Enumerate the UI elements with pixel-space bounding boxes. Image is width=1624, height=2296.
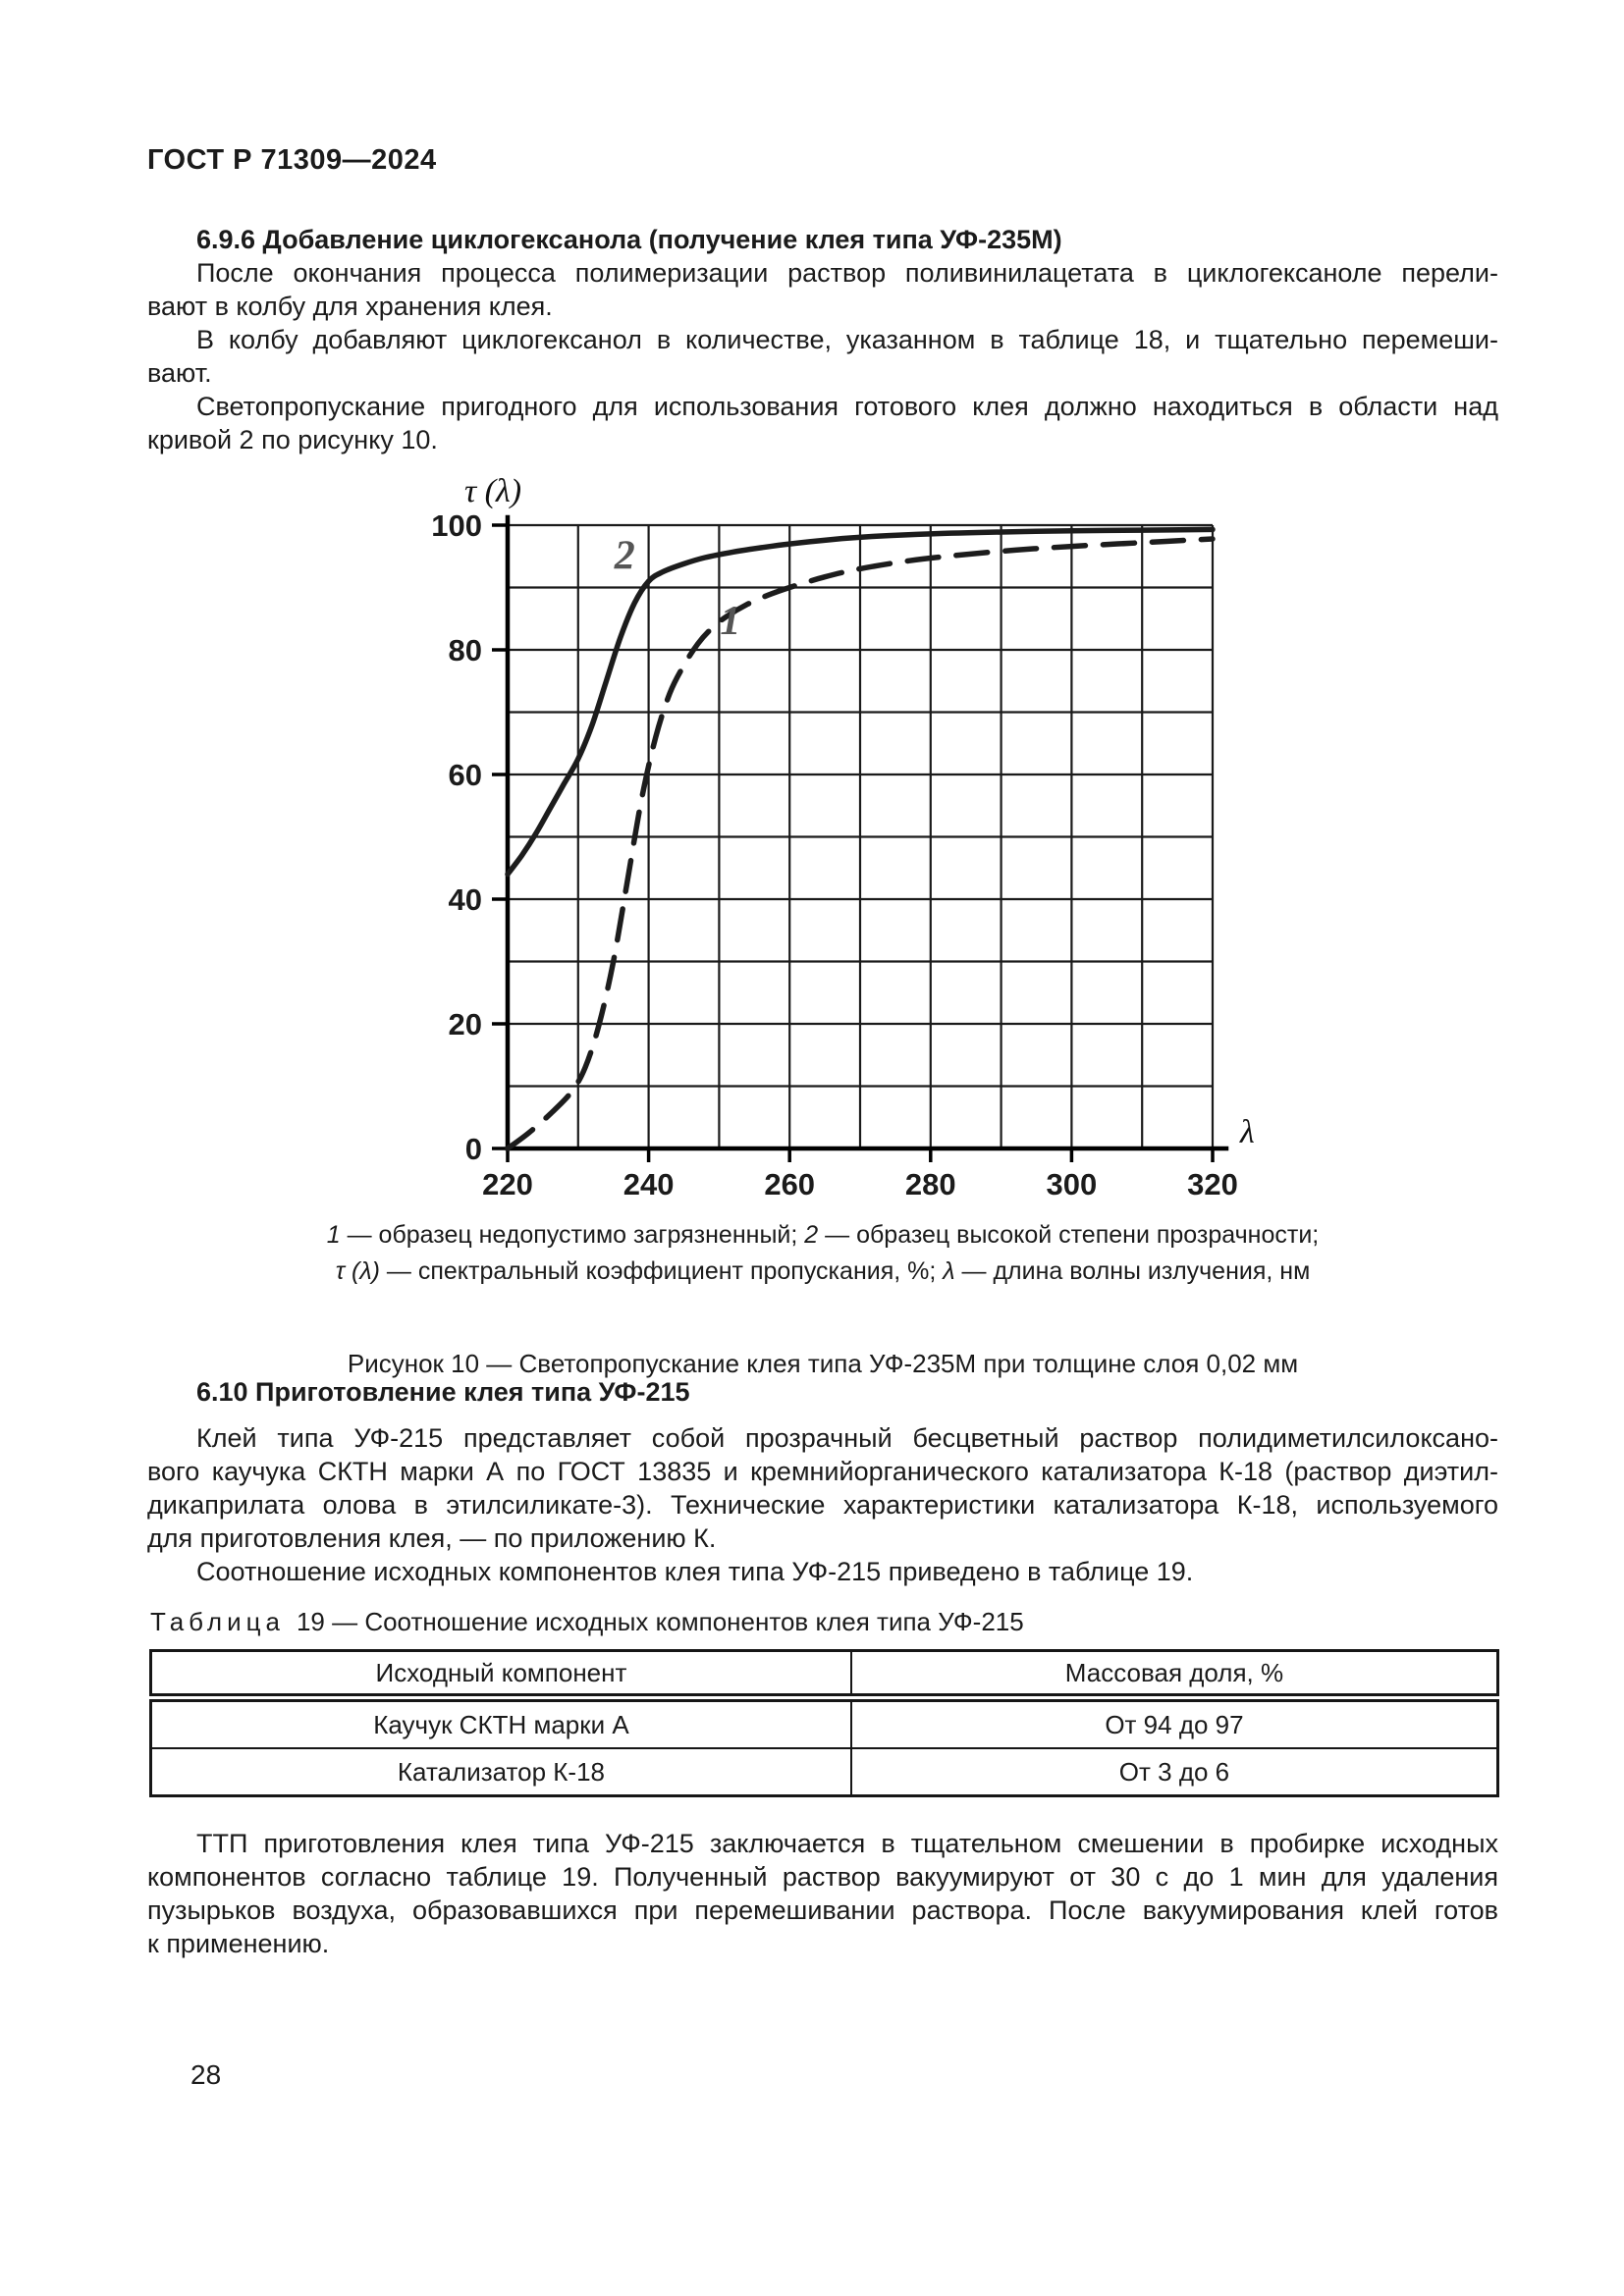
table-header-row: Исходный компонент Массовая доля, % xyxy=(150,1650,1498,1702)
table-row: Катализатор К-18 От 3 до 6 xyxy=(150,1747,1498,1796)
section-6-9-6: 6.9.6 Добавление циклогексанола (получен… xyxy=(147,223,1498,456)
paragraph: Клей типа УФ-215 представляет собой проз… xyxy=(147,1421,1498,1555)
text-line: к применению. xyxy=(147,1929,330,1958)
text-line: вают в колбу для хранения клея. xyxy=(147,292,553,321)
table-cell: Катализатор К-18 xyxy=(150,1747,851,1796)
x-tick-label: 280 xyxy=(905,1167,956,1201)
curve-label-2: 2 xyxy=(614,533,635,578)
paragraph: В колбу добавляют циклогексанол в количе… xyxy=(147,323,1498,390)
figure-legend: 1 — образец недопустимо загрязненный; 2 … xyxy=(147,1217,1498,1290)
text-line: для приготовления клея, — по приложению … xyxy=(147,1523,717,1553)
table-cell: От 3 до 6 xyxy=(849,1747,1498,1796)
text-line: ТТП приготовления клея типа УФ-215 заклю… xyxy=(196,1829,1498,1858)
curve-2 xyxy=(505,526,1216,878)
table-label-word: Таблица xyxy=(150,1607,285,1636)
page-number: 28 xyxy=(190,2059,222,2090)
x-tick-label: 260 xyxy=(764,1167,815,1201)
y-tick-label: 60 xyxy=(449,758,482,792)
table-cell: Каучук СКТН марки А xyxy=(373,1709,629,1739)
table-19: Исходный компонент Массовая доля, % Кауч… xyxy=(149,1649,1499,1797)
paragraph: Светопропускание пригодного для использо… xyxy=(147,390,1498,456)
curve-label-1: 1 xyxy=(720,599,740,644)
paragraph: Соотношение исходных компонентов клея ти… xyxy=(147,1555,1498,1588)
y-tick-label: 20 xyxy=(449,1007,482,1041)
text-line: вают. xyxy=(147,358,212,388)
legend-segment: — образец недопустимо загрязненный; xyxy=(340,1221,805,1249)
section-6-9-6-heading: 6.9.6 Добавление циклогексанола (получен… xyxy=(196,225,1062,254)
x-tick-label: 220 xyxy=(482,1167,533,1201)
y-tick-label: 80 xyxy=(449,633,482,667)
text-line: дикаприлата олова в этилсиликате-3). Тех… xyxy=(147,1490,1498,1520)
x-tick-label: 300 xyxy=(1047,1167,1098,1201)
text-line: пузырьков воздуха, образовавшихся при пе… xyxy=(147,1896,1498,1925)
y-axis-title: τ (λ) xyxy=(464,473,521,509)
legend-segment: — длина волны излучения, нм xyxy=(954,1257,1311,1285)
legend-segment: — спектральный коэффициент пропускания, … xyxy=(379,1257,944,1285)
table-19-label: Таблица 19 — Соотношение исходных компоне… xyxy=(150,1607,1501,1637)
text-line: вого каучука СКТН марки А по ГОСТ 13835 … xyxy=(147,1457,1498,1486)
table-row: Каучук СКТН марки А От 94 до 97 xyxy=(151,1697,1498,1748)
text-line: Соотношение исходных компонентов клея ти… xyxy=(196,1557,1194,1586)
closing-paragraph: ТТП приготовления клея типа УФ-215 заклю… xyxy=(147,1827,1498,1960)
y-tick-label: 40 xyxy=(449,882,482,917)
text-line: компонентов согласно таблице 19. Получен… xyxy=(147,1862,1498,1892)
table-label-text: 19 — Соотношение исходных компонентов кл… xyxy=(296,1607,1024,1636)
legend-segment: 2 xyxy=(804,1221,819,1249)
x-tick-label: 240 xyxy=(623,1167,675,1201)
x-tick-label: 320 xyxy=(1187,1167,1238,1201)
text-line: Светопропускание пригодного для использо… xyxy=(196,392,1498,421)
document-number: ГОСТ Р 71309—2024 xyxy=(147,144,437,176)
table-header-mass-fraction: Массовая доля, % xyxy=(849,1650,1498,1702)
table-header-component: Исходный компонент xyxy=(150,1650,851,1702)
table-cell: От 94 до 97 xyxy=(849,1697,1498,1748)
section-6-10-heading: 6.10 Приготовление клея типа УФ-215 xyxy=(196,1377,690,1407)
text-line: Клей типа УФ-215 представляет собой проз… xyxy=(196,1423,1498,1453)
text-line: кривой 2 по рисунку 10. xyxy=(147,425,438,454)
legend-segment: τ (λ) xyxy=(335,1257,380,1285)
text-line: В колбу добавляют циклогексанол в количе… xyxy=(196,325,1498,354)
y-tick-label: 100 xyxy=(431,508,482,543)
figure-legend-line-2: τ (λ) — спектральный коэффициент пропуск… xyxy=(147,1254,1498,1290)
curve-1 xyxy=(505,536,1216,1151)
legend-segment: 1 xyxy=(326,1221,341,1249)
legend-segment: λ xyxy=(943,1257,955,1285)
legend-segment: — образец высокой степени прозрачности; xyxy=(818,1221,1320,1249)
y-tick-label: 0 xyxy=(465,1132,482,1166)
figure-legend-line-1: 1 — образец недопустимо загрязненный; 2 … xyxy=(147,1217,1498,1254)
paragraph: После окончания процесса полимеризации р… xyxy=(147,256,1498,323)
text-line: После окончания процесса полимеризации р… xyxy=(196,258,1498,288)
figure-title: Рисунок 10 — Светопропускание клея типа … xyxy=(347,1349,1299,1378)
x-axis-title: λ xyxy=(1239,1114,1255,1150)
table-body: Каучук СКТН марки А От 94 до 97 Катализато… xyxy=(150,1697,1498,1796)
section-6-10: 6.10 Приготовление клея типа УФ-215 Клей… xyxy=(147,1375,1498,1588)
